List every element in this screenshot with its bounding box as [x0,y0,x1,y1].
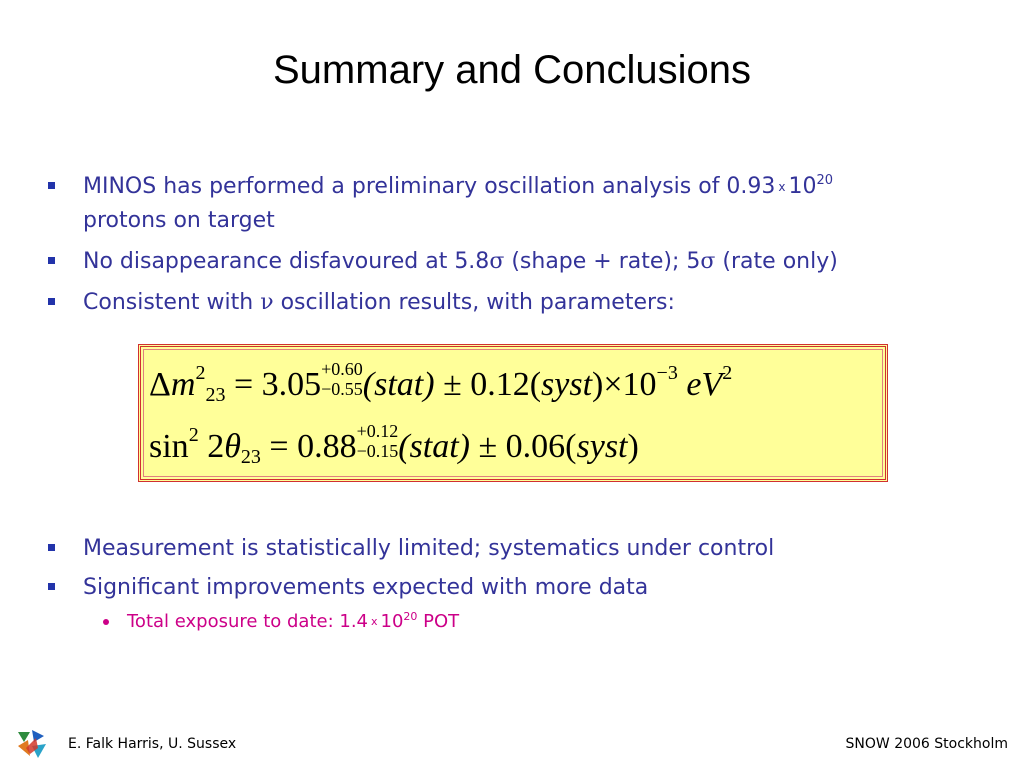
bullet-list-lower: Measurement is statistically limited; sy… [46,532,986,636]
bullet-item: No disappearance disfavoured at 5.8σ (sh… [46,245,986,278]
bullet-item: Significant improvements expected with m… [46,571,986,604]
bullet-item: MINOS has performed a preliminary oscill… [46,170,986,237]
sub-bullet-text: POT [417,611,460,632]
eq-value: = 0.88 [260,428,357,465]
bullet-text: MINOS has performed a preliminary oscill… [83,174,776,199]
sub-bullet-text: Total exposure to date: 1.4 [127,611,368,632]
eq-syst-label: syst [541,366,593,403]
theta-symbol: θ [224,428,241,465]
bullet-text: (shape + rate); 5 [504,249,701,274]
eq-factor: 2 [198,428,225,465]
conference-logo-icon [18,730,46,758]
eq-asym-error: +0.12 −0.15 [357,421,399,461]
eq-function: sin [149,428,189,465]
bullet-text: Significant improvements expected with m… [83,575,649,600]
times-sign: x [371,615,378,628]
eq-syst-label: syst [576,428,628,465]
eq-error-up: +0.60 [321,359,363,379]
eq-scale: )×10 [592,366,657,403]
eq-subscript: 23 [205,384,226,406]
bullet-item: Consistent with ν oscillation results, w… [46,286,986,319]
eq-subscript: 23 [240,446,261,468]
bullet-dot-icon [103,619,109,625]
eq-superscript: 2 [195,362,206,384]
bullet-text: (rate only) [715,249,838,274]
equation-mixing-angle: sin2 2θ23 = 0.88 +0.12 −0.15 (stat) ± 0.06(… [149,421,639,469]
bullet-list: MINOS has performed a preliminary oscill… [46,170,986,319]
eq-scale-exponent: −3 [656,362,678,384]
eq-superscript: 2 [188,424,199,446]
bullet-text: No disappearance disfavoured at 5.8 [83,249,490,274]
equation-mass-splitting: Δm223 = 3.05 +0.60 −0.55 (stat) ± 0.12(syst… [149,359,733,407]
times-sign: x [778,180,786,194]
eq-asym-error: +0.60 −0.55 [321,359,363,399]
bullet-text: Measurement is statistically limited; sy… [83,536,775,561]
eq-error-up: +0.12 [356,421,399,441]
footer-conference: SNOW 2006 Stockholm [845,736,1008,752]
sigma-symbol: σ [489,249,505,274]
nu-symbol: ν [260,290,274,315]
bullet-square-icon [48,544,55,551]
eq-unit-exponent: 2 [722,362,733,384]
footer-author: E. Falk Harris, U. Sussex [68,736,237,752]
power-exponent: 20 [403,610,418,623]
eq-unit: eV [677,366,723,403]
bullet-item: Measurement is statistically limited; sy… [46,532,986,565]
slide-title: Summary and Conclusions [273,48,751,92]
eq-close: ) [627,428,639,465]
eq-error-down: −0.55 [321,379,363,399]
sigma-symbol: σ [700,249,716,274]
eq-stat-label: (stat) [362,366,435,403]
bullet-square-icon [48,583,55,590]
bullet-text-line2: protons on target [83,208,275,233]
eq-syst-value: ± 0.12( [434,366,542,403]
power-base: 10 [788,174,817,199]
eq-stat-label: (stat) [398,428,471,465]
power-exponent: 20 [816,173,834,188]
equation-box-inner-border [143,349,883,477]
eq-syst-value: ± 0.06( [470,428,577,465]
power-base: 10 [380,611,404,632]
bullet-square-icon [48,298,55,305]
bullet-text: oscillation results, with parameters: [273,290,675,315]
eq-value: = 3.05 [225,366,322,403]
bullet-text: Consistent with [83,290,261,315]
bullet-square-icon [48,182,55,189]
equation-box: Δm223 = 3.05 +0.60 −0.55 (stat) ± 0.12(syst… [138,344,888,482]
bullet-square-icon [48,257,55,264]
eq-variable: m [170,366,196,403]
delta-symbol: Δ [149,366,171,403]
sub-bullet-item: Total exposure to date: 1.4 x 1020 POT [46,608,986,636]
eq-error-down: −0.15 [356,441,399,461]
